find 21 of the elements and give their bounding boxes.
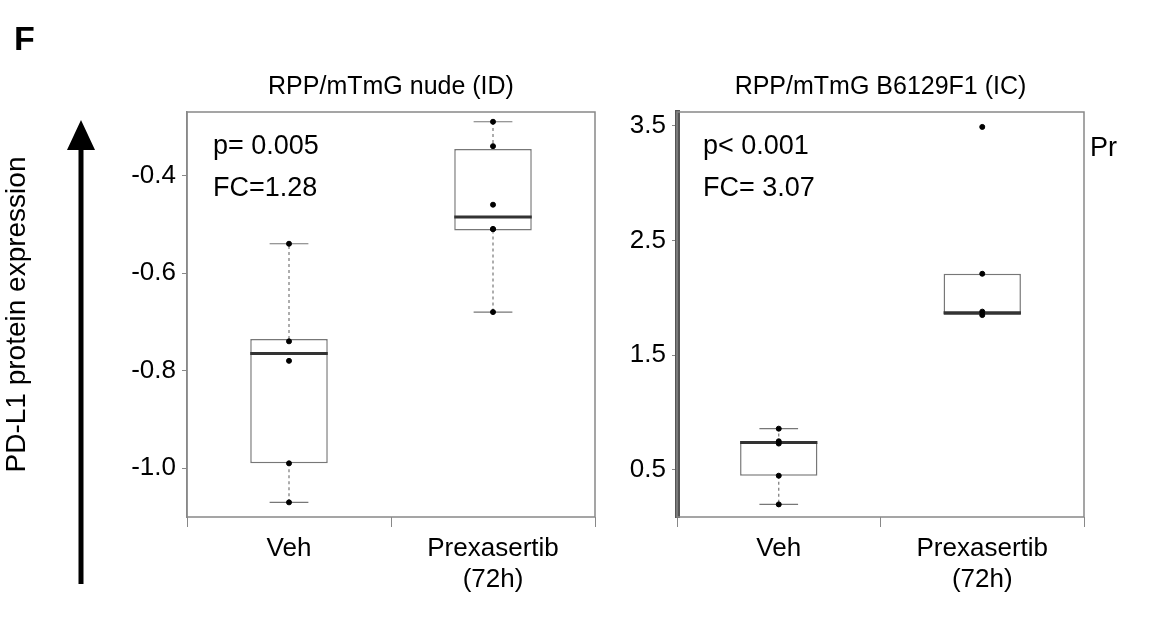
chart-title: RPP/mTmG nude (ID) xyxy=(268,71,514,99)
annotation: FC= 3.07 xyxy=(703,172,815,202)
y-tick-label: 3.5 xyxy=(629,108,666,139)
chart-title: RPP/mTmG B6129F1 (IC) xyxy=(734,71,1027,99)
annotation: p< 0.001 xyxy=(703,130,809,160)
annotation: p= 0.005 xyxy=(213,130,319,160)
y-tick-label: 2.5 xyxy=(629,223,666,254)
y-tick-label: -0.4 xyxy=(131,158,176,189)
annotation: FC=1.28 xyxy=(213,172,318,202)
y-tick-label: -0.6 xyxy=(131,256,176,287)
x-tick-label: Prexasertib (72h) xyxy=(427,531,559,593)
text: Pr xyxy=(1090,132,1118,162)
y-tick-label: -0.8 xyxy=(131,353,176,384)
x-tick-label: Veh xyxy=(756,531,802,562)
text: F xyxy=(14,19,35,57)
y-tick-label: 1.5 xyxy=(629,338,666,369)
y-axis-title: PD-L1 protein expression xyxy=(0,156,31,473)
x-tick-label: Veh xyxy=(266,531,312,562)
x-tick-label: Prexasertib (72h) xyxy=(916,531,1048,593)
y-tick-label: 0.5 xyxy=(629,453,666,484)
y-tick-label: -1.0 xyxy=(131,451,176,482)
